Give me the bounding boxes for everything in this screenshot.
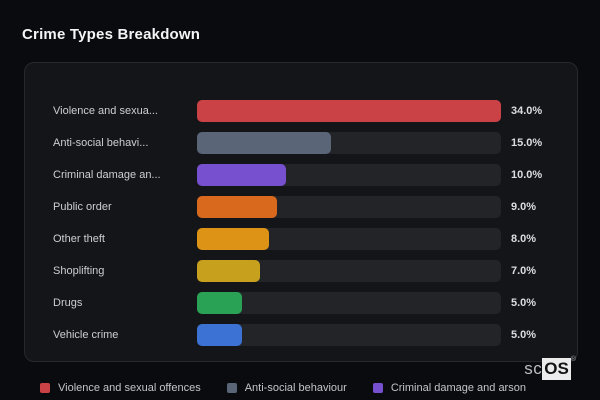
bar-row: Shoplifting 7.0% xyxy=(53,255,555,287)
legend-item-label: Anti-social behaviour xyxy=(244,382,347,394)
legend-swatch-icon xyxy=(372,383,383,393)
registered-mark-icon: ® xyxy=(570,356,576,363)
bar-fill[interactable] xyxy=(197,260,260,282)
bar-row: Criminal damage an... 10.0% xyxy=(53,159,555,191)
bar-track xyxy=(197,132,501,154)
bar-row: Drugs 5.0% xyxy=(53,287,555,319)
page-title: Crime Types Breakdown xyxy=(22,26,201,43)
legend-item[interactable]: Violence and sexual offences xyxy=(40,382,201,394)
value-label: 8.0% xyxy=(511,233,537,245)
bar-row: Vehicle crime 5.0% xyxy=(53,319,555,351)
bar-row: Other theft 8.0% xyxy=(53,223,555,255)
chart-legend: Violence and sexual offences Anti-social… xyxy=(40,382,526,394)
logo-prefix-text: sc xyxy=(524,359,543,378)
logo-box-text: OS xyxy=(542,358,571,380)
bar-track xyxy=(197,228,501,250)
bar-row: Violence and sexua... 34.0% xyxy=(53,95,555,127)
bar-fill[interactable] xyxy=(197,100,501,122)
bar-row: Public order 9.0% xyxy=(53,191,555,223)
bar-track xyxy=(197,164,501,186)
value-label: 10.0% xyxy=(511,169,543,181)
bar-track xyxy=(197,292,501,314)
bar-fill[interactable] xyxy=(197,228,269,250)
bar-fill[interactable] xyxy=(197,324,242,346)
bar-fill[interactable] xyxy=(197,196,278,218)
legend-item[interactable]: Anti-social behaviour xyxy=(226,382,347,394)
legend-swatch-icon xyxy=(40,383,50,393)
value-label: 34.0% xyxy=(511,105,543,117)
bar-fill[interactable] xyxy=(197,132,332,154)
legend-item-label: Violence and sexual offences xyxy=(58,382,201,394)
legend-item[interactable]: Criminal damage and arson xyxy=(372,382,526,394)
category-label: Vehicle crime xyxy=(53,329,119,341)
bar-track xyxy=(197,100,501,122)
category-label: Violence and sexua... xyxy=(53,105,158,117)
value-label: 9.0% xyxy=(511,201,537,213)
value-label: 7.0% xyxy=(511,265,537,277)
bar-fill[interactable] xyxy=(197,164,287,186)
category-label: Shoplifting xyxy=(53,265,105,277)
bar-track xyxy=(197,324,501,346)
chart-card: Violence and sexua... 34.0% Anti-social … xyxy=(24,62,578,362)
bar-track xyxy=(197,196,501,218)
category-label: Public order xyxy=(53,201,112,213)
category-label: Anti-social behavi... xyxy=(53,137,149,149)
bar-track xyxy=(197,260,501,282)
bar-row: Anti-social behavi... 15.0% xyxy=(53,127,555,159)
value-label: 5.0% xyxy=(511,329,537,341)
category-label: Drugs xyxy=(53,297,83,309)
legend-item-label: Criminal damage and arson xyxy=(390,382,526,394)
scos-logo: sc OS ® xyxy=(524,356,576,380)
legend-swatch-icon xyxy=(226,383,237,393)
category-label: Criminal damage an... xyxy=(53,169,161,181)
bar-chart: Violence and sexua... 34.0% Anti-social … xyxy=(53,95,555,351)
value-label: 15.0% xyxy=(511,137,543,149)
category-label: Other theft xyxy=(53,233,105,245)
value-label: 5.0% xyxy=(511,297,537,309)
bar-fill[interactable] xyxy=(197,292,242,314)
